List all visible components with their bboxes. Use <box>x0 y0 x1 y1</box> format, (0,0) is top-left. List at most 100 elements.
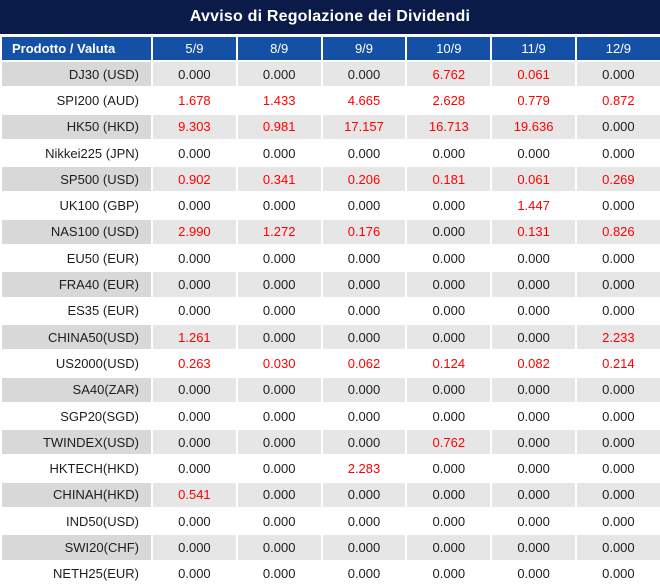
value-cell: 0.779 <box>490 86 577 115</box>
column-header-date: 12/9 <box>574 35 660 62</box>
page-title: Avviso di Regolazione dei Dividendi <box>0 0 660 35</box>
table-row: SA40(ZAR) 0.000 0.000 0.000 0.000 0.000 0.000 <box>0 375 660 404</box>
value-cell: 0.000 <box>151 375 238 404</box>
value-cell: 0.000 <box>574 401 660 431</box>
value-cell: 0.000 <box>235 138 323 168</box>
value-cell: 0.000 <box>490 296 577 325</box>
value-cell: 0.000 <box>490 454 577 483</box>
value-cell: 0.061 <box>490 165 577 194</box>
value-cell: 0.000 <box>405 559 493 587</box>
value-cell: 0.000 <box>320 191 408 220</box>
value-cell: 0.000 <box>574 428 660 457</box>
value-cell: 0.000 <box>151 507 238 536</box>
value-cell: 0.000 <box>574 59 660 89</box>
value-cell: 0.181 <box>405 165 493 194</box>
column-header-date: 10/9 <box>405 35 493 62</box>
value-cell: 0.000 <box>574 244 660 273</box>
table-row: EU50 (EUR) 0.000 0.000 0.000 0.000 0.000 0.000 <box>0 244 660 273</box>
product-cell: SPI200 (AUD) <box>0 86 153 115</box>
value-cell: 0.000 <box>151 244 238 273</box>
value-cell: 0.000 <box>320 533 408 562</box>
value-cell: 0.000 <box>235 454 323 483</box>
value-cell: 0.000 <box>405 217 493 247</box>
column-header-date: 9/9 <box>320 35 408 62</box>
value-cell: 0.030 <box>235 349 323 378</box>
table-row: UK100 (GBP) 0.000 0.000 0.000 0.000 1.447 0.00… <box>0 191 660 220</box>
value-cell: 0.000 <box>320 244 408 273</box>
value-cell: 0.000 <box>235 480 323 510</box>
value-cell: 0.000 <box>320 322 408 352</box>
table-row: DJ30 (USD) 0.000 0.000 0.000 6.762 0.061 0.000 <box>0 59 660 89</box>
value-cell: 0.341 <box>235 165 323 194</box>
value-cell: 0.000 <box>320 270 408 299</box>
value-cell: 0.000 <box>320 59 408 89</box>
value-cell: 0.000 <box>574 112 660 141</box>
value-cell: 0.000 <box>405 322 493 352</box>
value-cell: 0.000 <box>574 375 660 404</box>
product-cell: SA40(ZAR) <box>0 375 153 404</box>
value-cell: 17.157 <box>320 112 408 141</box>
column-header-date: 5/9 <box>151 35 238 62</box>
product-cell: IND50(USD) <box>0 507 153 536</box>
value-cell: 0.000 <box>490 322 577 352</box>
value-cell: 0.000 <box>490 375 577 404</box>
table-row: CHINA50(USD) 1.261 0.000 0.000 0.000 0.000 2.2… <box>0 322 660 352</box>
value-cell: 16.713 <box>405 112 493 141</box>
value-cell: 0.000 <box>574 138 660 168</box>
value-cell: 4.665 <box>320 86 408 115</box>
value-cell: 0.000 <box>405 454 493 483</box>
value-cell: 0.000 <box>320 375 408 404</box>
value-cell: 0.000 <box>490 138 577 168</box>
value-cell: 0.000 <box>151 270 238 299</box>
value-cell: 2.628 <box>405 86 493 115</box>
dividend-table: Prodotto / Valuta 5/9 8/9 9/9 10/9 11/9 12/9 … <box>0 35 660 587</box>
table-row: SP500 (USD) 0.902 0.341 0.206 0.181 0.061 0.26… <box>0 165 660 194</box>
value-cell: 0.000 <box>151 401 238 431</box>
value-cell: 0.000 <box>235 559 323 587</box>
value-cell: 0.000 <box>320 401 408 431</box>
value-cell: 0.000 <box>151 533 238 562</box>
value-cell: 0.000 <box>490 428 577 457</box>
value-cell: 0.000 <box>490 244 577 273</box>
table-row: FRA40 (EUR) 0.000 0.000 0.000 0.000 0.000 0.00… <box>0 270 660 299</box>
product-cell: NAS100 (USD) <box>0 217 153 247</box>
value-cell: 0.000 <box>151 59 238 89</box>
table-row: ES35 (EUR) 0.000 0.000 0.000 0.000 0.000 0.000 <box>0 296 660 325</box>
value-cell: 0.000 <box>574 454 660 483</box>
table-row: US2000(USD) 0.263 0.030 0.062 0.124 0.082 0.21… <box>0 349 660 378</box>
value-cell: 1.272 <box>235 217 323 247</box>
value-cell: 0.000 <box>320 559 408 587</box>
value-cell: 0.000 <box>490 401 577 431</box>
product-cell: CHINAH(HKD) <box>0 480 153 510</box>
value-cell: 0.062 <box>320 349 408 378</box>
table-row: HKTECH(HKD) 0.000 0.000 2.283 0.000 0.000 0.00… <box>0 454 660 483</box>
table-row: NAS100 (USD) 2.990 1.272 0.176 0.000 0.131 0.8… <box>0 217 660 247</box>
value-cell: 0.826 <box>574 217 660 247</box>
value-cell: 2.990 <box>151 217 238 247</box>
table-row: SPI200 (AUD) 1.678 1.433 4.665 2.628 0.779 0.8… <box>0 86 660 115</box>
value-cell: 0.000 <box>405 375 493 404</box>
product-cell: SWI20(CHF) <box>0 533 153 562</box>
value-cell: 0.000 <box>235 191 323 220</box>
product-cell: UK100 (GBP) <box>0 191 153 220</box>
value-cell: 2.283 <box>320 454 408 483</box>
value-cell: 0.000 <box>405 244 493 273</box>
value-cell: 0.000 <box>574 507 660 536</box>
value-cell: 2.233 <box>574 322 660 352</box>
value-cell: 0.000 <box>151 428 238 457</box>
value-cell: 0.000 <box>405 401 493 431</box>
table-row: NETH25(EUR) 0.000 0.000 0.000 0.000 0.000 0.00… <box>0 559 660 587</box>
value-cell: 0.000 <box>405 480 493 510</box>
product-cell: HK50 (HKD) <box>0 112 153 141</box>
column-header-date: 8/9 <box>235 35 323 62</box>
value-cell: 0.263 <box>151 349 238 378</box>
value-cell: 19.636 <box>490 112 577 141</box>
value-cell: 0.000 <box>490 270 577 299</box>
value-cell: 0.000 <box>320 507 408 536</box>
value-cell: 0.000 <box>235 507 323 536</box>
value-cell: 0.000 <box>490 507 577 536</box>
value-cell: 9.303 <box>151 112 238 141</box>
table-row: SWI20(CHF) 0.000 0.000 0.000 0.000 0.000 0.000 <box>0 533 660 562</box>
table-row: IND50(USD) 0.000 0.000 0.000 0.000 0.000 0.000 <box>0 507 660 536</box>
value-cell: 0.000 <box>574 533 660 562</box>
